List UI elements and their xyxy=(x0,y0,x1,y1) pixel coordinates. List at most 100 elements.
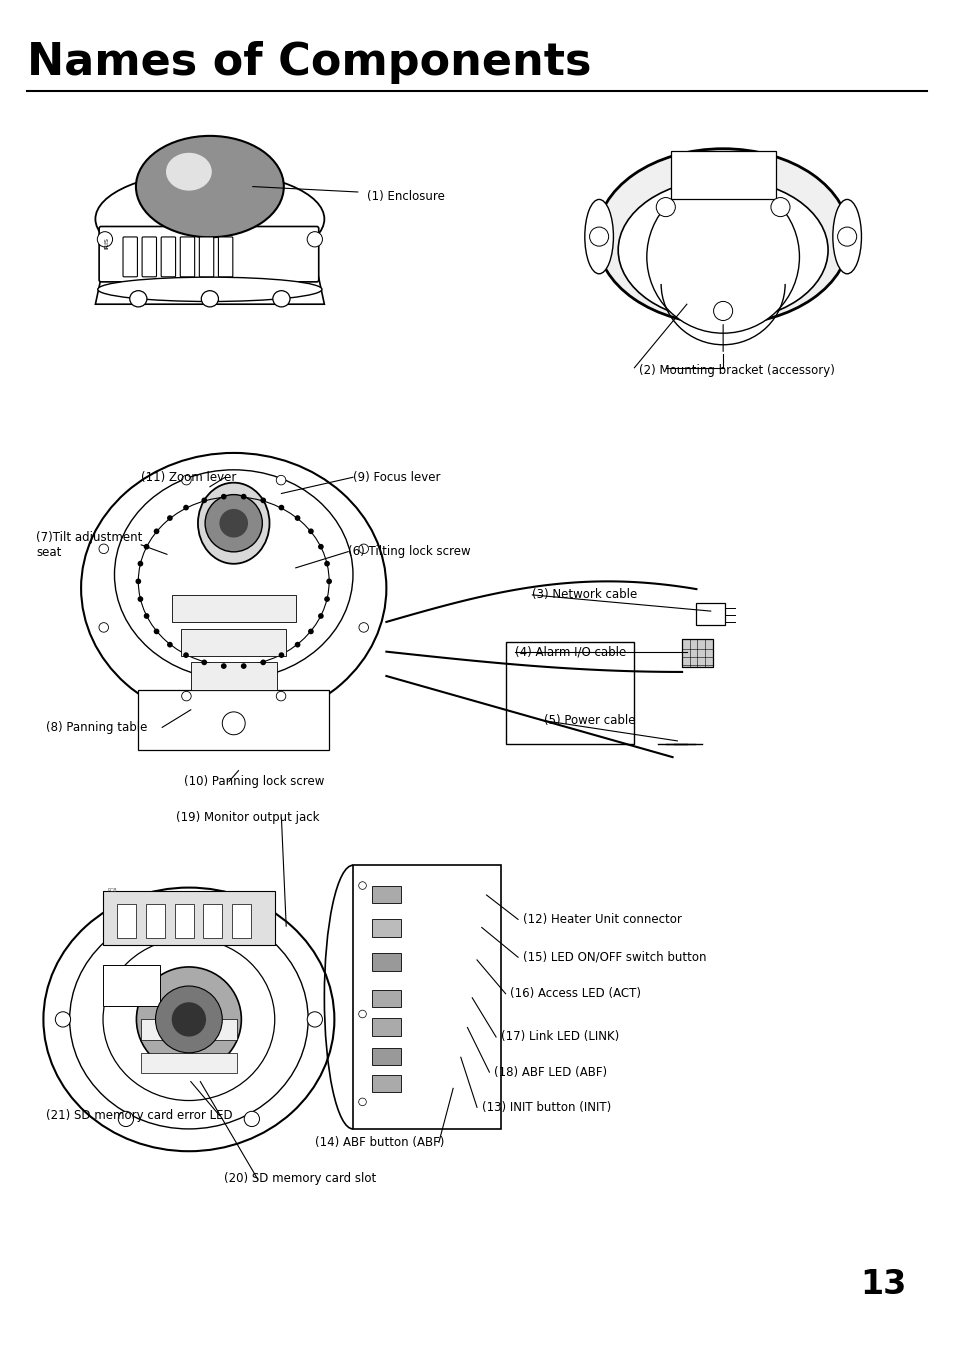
Circle shape xyxy=(358,544,368,553)
Bar xyxy=(372,953,400,971)
Bar xyxy=(172,595,295,622)
Circle shape xyxy=(222,713,245,734)
Ellipse shape xyxy=(95,172,324,266)
Circle shape xyxy=(136,967,241,1072)
Ellipse shape xyxy=(135,137,283,238)
Circle shape xyxy=(307,1011,322,1028)
Text: (6) Tilting lock screw: (6) Tilting lock screw xyxy=(348,545,471,558)
Text: (15) LED ON/OFF switch button: (15) LED ON/OFF switch button xyxy=(522,950,705,964)
Circle shape xyxy=(183,652,189,658)
Circle shape xyxy=(294,515,300,521)
Text: (21) SD memory card error LED: (21) SD memory card error LED xyxy=(46,1109,233,1122)
Ellipse shape xyxy=(81,453,386,723)
Text: (10) Panning lock screw: (10) Panning lock screw xyxy=(184,775,324,788)
Circle shape xyxy=(99,544,109,553)
Text: (9) Focus lever: (9) Focus lever xyxy=(353,470,440,484)
Ellipse shape xyxy=(130,291,147,307)
Ellipse shape xyxy=(166,153,212,191)
Circle shape xyxy=(589,227,608,246)
FancyBboxPatch shape xyxy=(123,237,137,277)
Circle shape xyxy=(167,642,172,648)
Bar xyxy=(670,151,775,199)
Circle shape xyxy=(118,913,133,927)
Circle shape xyxy=(260,660,266,665)
Bar xyxy=(103,965,160,1006)
Circle shape xyxy=(358,623,368,633)
Circle shape xyxy=(358,1010,366,1018)
Circle shape xyxy=(99,623,109,633)
Circle shape xyxy=(55,1011,71,1028)
Bar xyxy=(141,1053,236,1073)
Circle shape xyxy=(240,493,246,499)
Circle shape xyxy=(276,691,286,700)
Circle shape xyxy=(167,515,172,521)
Circle shape xyxy=(144,614,150,619)
Circle shape xyxy=(358,1098,366,1106)
Circle shape xyxy=(137,596,143,602)
Bar xyxy=(203,904,222,938)
Bar xyxy=(103,891,274,945)
Ellipse shape xyxy=(198,483,269,564)
Text: IRIS: IRIS xyxy=(104,238,110,249)
Circle shape xyxy=(244,913,259,927)
Polygon shape xyxy=(95,260,324,304)
Circle shape xyxy=(181,476,191,485)
Text: (1) Enclosure: (1) Enclosure xyxy=(367,189,445,203)
Bar xyxy=(191,662,276,690)
Circle shape xyxy=(201,498,207,503)
Circle shape xyxy=(317,614,323,619)
Bar xyxy=(138,690,329,750)
Bar xyxy=(372,1018,400,1036)
Circle shape xyxy=(713,301,732,320)
Circle shape xyxy=(183,504,189,511)
Ellipse shape xyxy=(103,938,274,1101)
Circle shape xyxy=(118,1111,133,1126)
Circle shape xyxy=(656,197,675,216)
FancyBboxPatch shape xyxy=(218,237,233,277)
Circle shape xyxy=(153,629,159,634)
Circle shape xyxy=(221,664,227,669)
FancyBboxPatch shape xyxy=(161,237,175,277)
Circle shape xyxy=(240,664,246,669)
Text: (7)Tilt adjustment
seat: (7)Tilt adjustment seat xyxy=(36,531,143,558)
Text: PCB: PCB xyxy=(108,888,117,894)
Bar xyxy=(146,904,165,938)
Text: (18) ABF LED (ABF): (18) ABF LED (ABF) xyxy=(494,1065,607,1079)
Bar xyxy=(141,1019,236,1040)
Bar xyxy=(696,603,724,625)
Ellipse shape xyxy=(201,291,218,307)
Text: (3) Network cable: (3) Network cable xyxy=(532,588,637,602)
Text: (17) Link LED (LINK): (17) Link LED (LINK) xyxy=(500,1030,618,1044)
Circle shape xyxy=(307,231,322,247)
Bar xyxy=(372,1075,400,1092)
Circle shape xyxy=(837,227,856,246)
Bar xyxy=(505,642,634,744)
Ellipse shape xyxy=(70,910,308,1129)
Text: (4) Alarm I/O cable: (4) Alarm I/O cable xyxy=(515,645,626,658)
Text: (2) Mounting bracket (accessory): (2) Mounting bracket (accessory) xyxy=(639,364,834,377)
Circle shape xyxy=(221,493,227,499)
Circle shape xyxy=(135,579,141,584)
Ellipse shape xyxy=(44,887,334,1151)
Text: (12) Heater Unit connector: (12) Heater Unit connector xyxy=(522,913,681,926)
FancyBboxPatch shape xyxy=(142,237,156,277)
Bar xyxy=(372,1048,400,1065)
Circle shape xyxy=(770,197,789,216)
Text: (13) INIT button (INIT): (13) INIT button (INIT) xyxy=(481,1101,610,1114)
Bar xyxy=(372,886,400,903)
Circle shape xyxy=(181,691,191,700)
Ellipse shape xyxy=(114,470,353,679)
Bar xyxy=(181,629,286,656)
Circle shape xyxy=(97,231,112,247)
Circle shape xyxy=(278,652,284,658)
Text: (19) Monitor output jack: (19) Monitor output jack xyxy=(176,811,319,825)
Bar xyxy=(353,865,500,1129)
Circle shape xyxy=(153,529,159,534)
FancyBboxPatch shape xyxy=(180,237,194,277)
Bar xyxy=(117,904,136,938)
Circle shape xyxy=(646,181,799,333)
Text: (14) ABF button (ABF): (14) ABF button (ABF) xyxy=(314,1136,444,1149)
Circle shape xyxy=(276,476,286,485)
Circle shape xyxy=(219,508,248,538)
FancyBboxPatch shape xyxy=(199,237,213,277)
